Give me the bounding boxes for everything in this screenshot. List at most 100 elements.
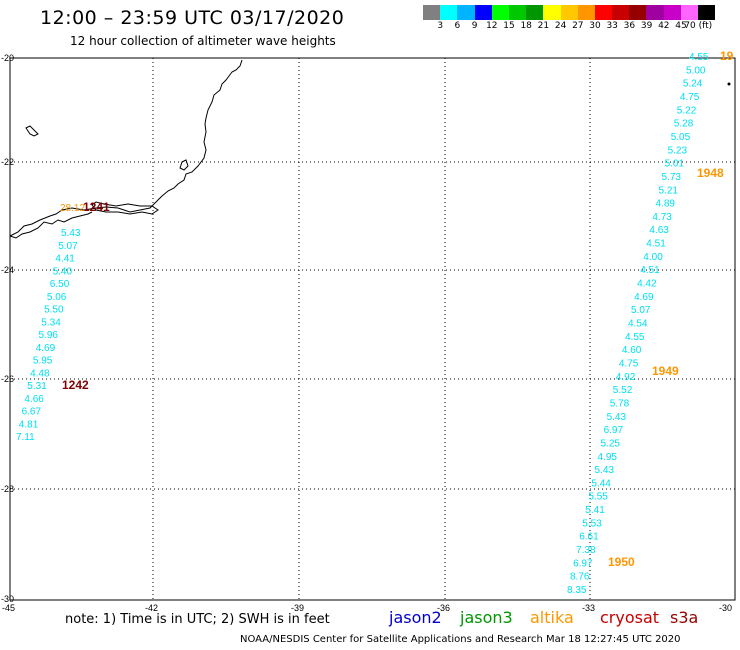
legend-tick-label: 24 bbox=[554, 21, 567, 31]
time-label-1949: 1949 bbox=[652, 364, 679, 378]
swh-value-right-track: 5.52 bbox=[613, 385, 633, 396]
island bbox=[25, 125, 39, 137]
swh-value-left-track: 5.96 bbox=[39, 330, 59, 341]
legend-swatch bbox=[457, 5, 475, 20]
legend-swatch bbox=[612, 5, 630, 20]
swh-value-right-track: 6.97 bbox=[604, 425, 624, 436]
swh-value-left-track: 5.40 bbox=[53, 266, 73, 277]
swh-value-left-track: 5.06 bbox=[47, 292, 67, 303]
legend-swatch bbox=[560, 5, 578, 20]
swh-value-right-track: 5.41 bbox=[585, 505, 605, 516]
swh-value-right-track: 5.43 bbox=[595, 465, 615, 476]
map-frame bbox=[9, 57, 736, 601]
swh-value-right-track: 5.00 bbox=[686, 65, 706, 76]
swh-value-right-track: 5.53 bbox=[582, 518, 602, 529]
swh-value-right-track: 8.35 bbox=[567, 585, 587, 596]
longitude-label: -39 bbox=[291, 603, 304, 613]
coastline bbox=[9, 59, 243, 237]
legend-tick-label: 45 bbox=[675, 21, 687, 31]
legend-tick-label: 42 bbox=[658, 21, 670, 31]
longitude-label: -33 bbox=[582, 603, 595, 613]
longitude-label: -30 bbox=[719, 603, 732, 613]
latitude-label: -30 bbox=[1, 594, 14, 604]
latitude-label: -20 bbox=[1, 53, 14, 63]
time-label-1948: 1948 bbox=[697, 166, 724, 180]
longitude-label: -42 bbox=[145, 603, 158, 613]
latitude-label: -22 bbox=[1, 157, 14, 167]
legend-swatch bbox=[526, 5, 544, 20]
legend-swatch bbox=[440, 5, 458, 20]
legend-swatch bbox=[423, 5, 441, 20]
legend-tick-label: 70 (ft) bbox=[684, 21, 713, 31]
legend-tick-label: 30 bbox=[589, 21, 601, 31]
swh-value-left-track: 4.48 bbox=[30, 368, 50, 379]
swh-value-right-track: 5.44 bbox=[591, 478, 611, 489]
swh-value-left-track: 5.07 bbox=[58, 241, 78, 252]
island bbox=[179, 159, 189, 171]
legend-tick-label: 36 bbox=[623, 21, 636, 31]
swh-value-left-track: 5.43 bbox=[61, 228, 81, 239]
swh-value-right-track: 5.22 bbox=[677, 105, 697, 116]
swh-value-right-track: 4.55 bbox=[625, 332, 645, 343]
latitude-label: -28 bbox=[1, 484, 14, 494]
legend-tick-label: 9 bbox=[471, 21, 478, 31]
swh-value-right-track: 8.76 bbox=[570, 572, 590, 583]
swh-value-left-track: 4.41 bbox=[55, 254, 75, 265]
swh-value-left-track: 4.81 bbox=[19, 419, 39, 430]
legend-tick-label: 33 bbox=[606, 21, 618, 31]
swh-value-right-track: 5.07 bbox=[631, 305, 651, 316]
swh-value-right-track: 4.00 bbox=[643, 252, 663, 263]
time-label-1242: 1242 bbox=[62, 378, 89, 392]
swh-value-right-track: 4.75 bbox=[680, 92, 700, 103]
swh-value-left-track: 6.67 bbox=[22, 407, 42, 418]
latitude-label: -24 bbox=[1, 265, 14, 275]
legend-swatch bbox=[680, 5, 698, 20]
swh-value-right-track: 5.05 bbox=[671, 132, 691, 143]
map-subtitle: 12 hour collection of altimeter wave hei… bbox=[70, 34, 336, 48]
satellite-tracks: 4.55 5.00 5.24 4.75 5.22 5.28 5.05 5.23 5.01 5.73… bbox=[16, 52, 709, 596]
time-label-19: 19 bbox=[720, 49, 734, 63]
legend-tick-label: 27 bbox=[572, 21, 584, 31]
latitude-label: -26 bbox=[1, 374, 14, 384]
legend-swatch bbox=[543, 5, 561, 20]
legend-swatch bbox=[698, 5, 716, 20]
graticule: -20-22-24-26-28-30-45 -42 -39 -36 -33 -30 bbox=[1, 53, 735, 613]
swh-value-right-track: 4.51 bbox=[646, 239, 666, 250]
satellite-legend-altika: altika bbox=[530, 608, 574, 627]
swh-value-right-track: 5.24 bbox=[683, 79, 703, 90]
swh-value-right-track: 5.25 bbox=[601, 438, 621, 449]
swh-value-right-track: 4.95 bbox=[598, 452, 618, 463]
swh-value-left-track: 7.11 bbox=[16, 432, 35, 443]
swh-value-right-track: 4.55 bbox=[689, 52, 709, 63]
legend-tick-label: 6 bbox=[454, 21, 461, 31]
swh-value-right-track: 6.61 bbox=[579, 532, 599, 543]
legend-tick-label: 39 bbox=[640, 21, 653, 31]
swh-value-right-track: 5.21 bbox=[659, 185, 679, 196]
legend-swatch bbox=[508, 5, 527, 20]
swh-value-right-track: 7.38 bbox=[576, 545, 596, 556]
partial-value-label: 28.12 bbox=[60, 203, 85, 214]
swh-value-right-track: 4.89 bbox=[656, 199, 676, 210]
swh-value-right-track: 5.78 bbox=[610, 398, 630, 409]
swh-value-left-track: 4.69 bbox=[36, 343, 56, 354]
swh-value-right-track: 6.97 bbox=[573, 558, 593, 569]
note-text: note: 1) Time is in UTC; 2) SWH is in fe… bbox=[65, 612, 330, 627]
satellite-legend-jason2: jason2 bbox=[389, 608, 442, 627]
swh-value-right-track: 4.75 bbox=[619, 359, 639, 370]
map-title: 12:00 – 23:59 UTC 03/17/2020 bbox=[40, 7, 345, 29]
swh-value-right-track: 4.63 bbox=[649, 225, 669, 236]
swh-value-right-track: 5.73 bbox=[662, 172, 682, 183]
legend-tick-label: 15 bbox=[503, 21, 515, 31]
satellite-legend-s3a: s3a bbox=[670, 608, 699, 627]
swh-value-left-track: 5.34 bbox=[41, 317, 61, 328]
legend-tick-label: 3 bbox=[437, 21, 444, 31]
swh-value-left-track: 5.95 bbox=[33, 356, 53, 367]
longitude-label: -36 bbox=[437, 603, 450, 613]
swh-value-right-track: 5.43 bbox=[607, 412, 627, 423]
legend-swatch bbox=[629, 5, 647, 20]
swh-value-left-track: 5.31 bbox=[27, 381, 47, 392]
swh-value-right-track: 4.73 bbox=[652, 212, 672, 223]
swh-value-right-track: 4.42 bbox=[637, 279, 657, 290]
legend-swatch bbox=[577, 5, 595, 20]
